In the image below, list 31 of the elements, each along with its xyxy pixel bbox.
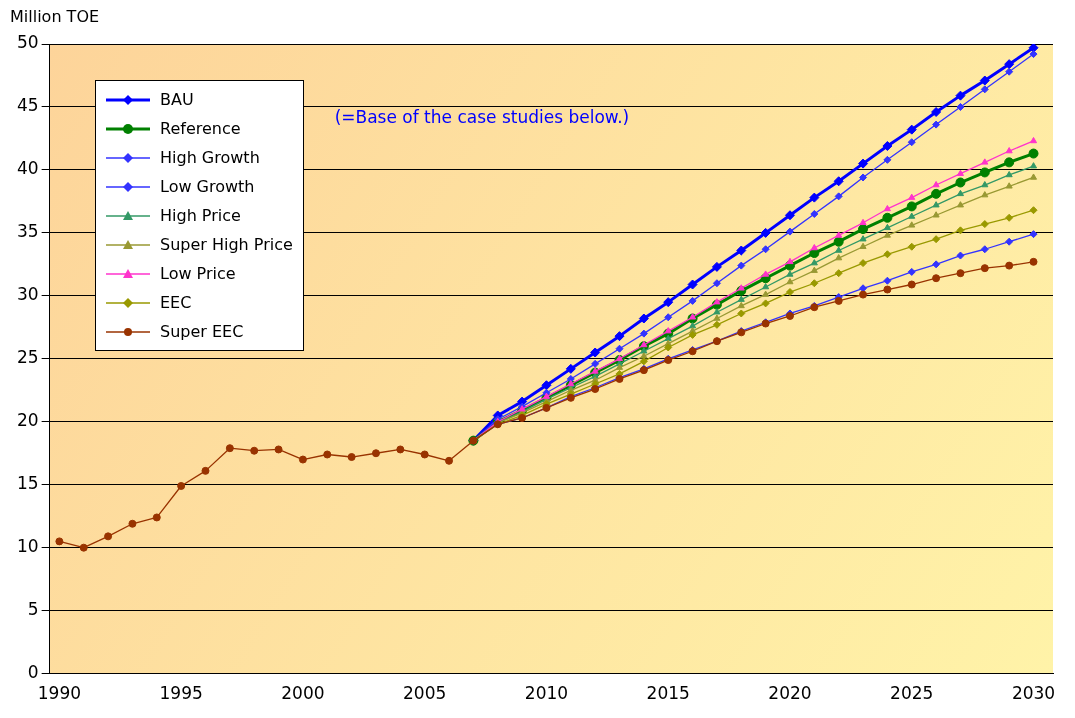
legend-label: High Growth [160, 148, 260, 167]
y-tick-label: 5 [27, 599, 39, 620]
x-tick-label: 1995 [159, 683, 203, 704]
x-tick-label: 2020 [768, 683, 812, 704]
legend-label: Low Price [160, 264, 236, 283]
legend-label: BAU [160, 90, 194, 109]
x-tick-label: 2015 [646, 683, 690, 704]
legend-label: Low Growth [160, 177, 255, 196]
legend-label: Super EEC [160, 322, 244, 341]
x-tick-label: 2030 [1011, 683, 1056, 704]
x-tick-label: 2025 [890, 683, 934, 704]
y-tick-label: 30 [16, 284, 39, 305]
y-axis-title: Million TOE [10, 7, 100, 27]
legend-label: EEC [160, 293, 192, 312]
x-tick-label: 2010 [524, 683, 569, 704]
legend-label: Reference [160, 119, 241, 138]
y-tick-label: 20 [16, 410, 39, 431]
y-tick-label: 50 [16, 32, 39, 53]
y-tick-label: 25 [16, 347, 39, 368]
annotation: (=Base of the case studies below.) [334, 106, 630, 127]
x-tick-label: 2005 [403, 683, 447, 704]
y-tick-label: 0 [27, 662, 39, 683]
x-tick-label: 2000 [281, 683, 325, 704]
y-tick-label: 35 [16, 221, 39, 242]
x-tick-label: 1990 [37, 683, 82, 704]
legend-label: High Price [160, 206, 241, 225]
y-tick-label: 40 [16, 158, 39, 179]
legend-label: Super High Price [160, 235, 293, 254]
y-tick-label: 45 [16, 95, 39, 116]
y-tick-label: 10 [16, 536, 39, 557]
y-tick-label: 15 [16, 473, 39, 494]
